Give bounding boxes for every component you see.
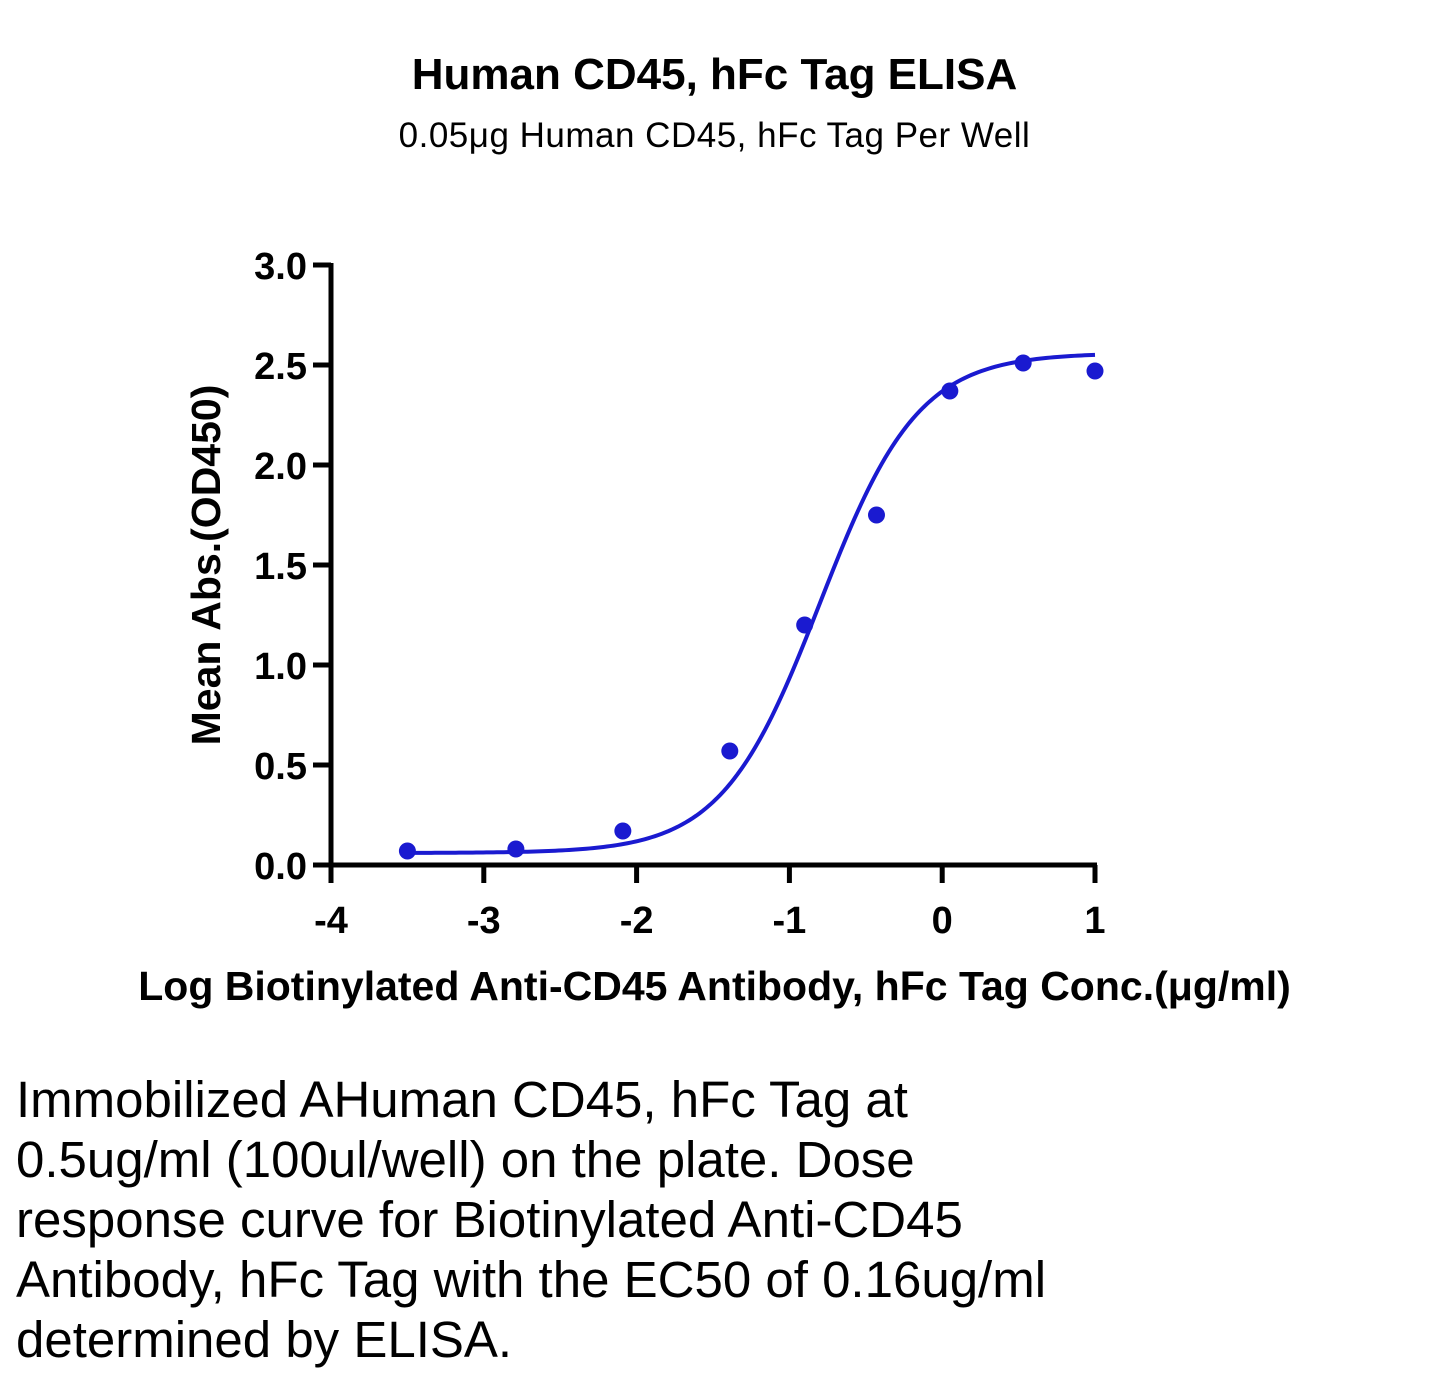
- y-tick-label: 2.5: [254, 346, 307, 388]
- x-tick-label: -4: [314, 900, 348, 942]
- y-tick-label: 1.0: [254, 646, 307, 688]
- y-tick-label: 0.5: [254, 746, 307, 788]
- chart-subtitle: 0.05μg Human CD45, hFc Tag Per Well: [398, 116, 1031, 155]
- y-tick-label: 3.0: [254, 246, 307, 288]
- data-point: [614, 822, 632, 840]
- data-point: [867, 506, 885, 524]
- chart-title: Human CD45, hFc Tag ELISA: [411, 50, 1018, 99]
- y-tick-label: 1.5: [254, 546, 307, 588]
- data-point: [507, 840, 525, 858]
- axes: 0.0 0.5 1.0 1.5 2.0 2.5 3.0 -4 -3 -2 -1 0 1: [254, 246, 1105, 942]
- data-point: [721, 742, 739, 760]
- y-tick-label: 2.0: [254, 446, 307, 488]
- data-point: [941, 382, 959, 400]
- data-point: [1014, 354, 1032, 372]
- data-point: [398, 842, 416, 860]
- elisa-chart: 0.0 0.5 1.0 1.5 2.0 2.5 3.0 -4 -3 -2 -1 0 1 Mean Abs…: [183, 246, 1106, 942]
- y-axis-label: Mean Abs.(OD450): [183, 385, 229, 746]
- data-point: [796, 616, 814, 634]
- figure-caption: Immobilized AHuman CD45, hFc Tag at 0.5u…: [16, 1071, 1047, 1368]
- x-axis-label: Log Biotinylated Anti-CD45 Antibody, hFc…: [138, 963, 1291, 1009]
- data-point: [1086, 362, 1104, 380]
- x-tick-label: 0: [932, 900, 953, 942]
- fit-curve-layer: [407, 352, 1096, 855]
- x-tick-label: 1: [1084, 900, 1105, 942]
- data-points-layer: [398, 354, 1104, 860]
- fit-curve: [407, 352, 1096, 855]
- x-tick-label: -1: [773, 900, 807, 942]
- x-tick-label: -2: [620, 900, 654, 942]
- y-tick-label: 0.0: [254, 846, 307, 888]
- x-tick-label: -3: [467, 900, 501, 942]
